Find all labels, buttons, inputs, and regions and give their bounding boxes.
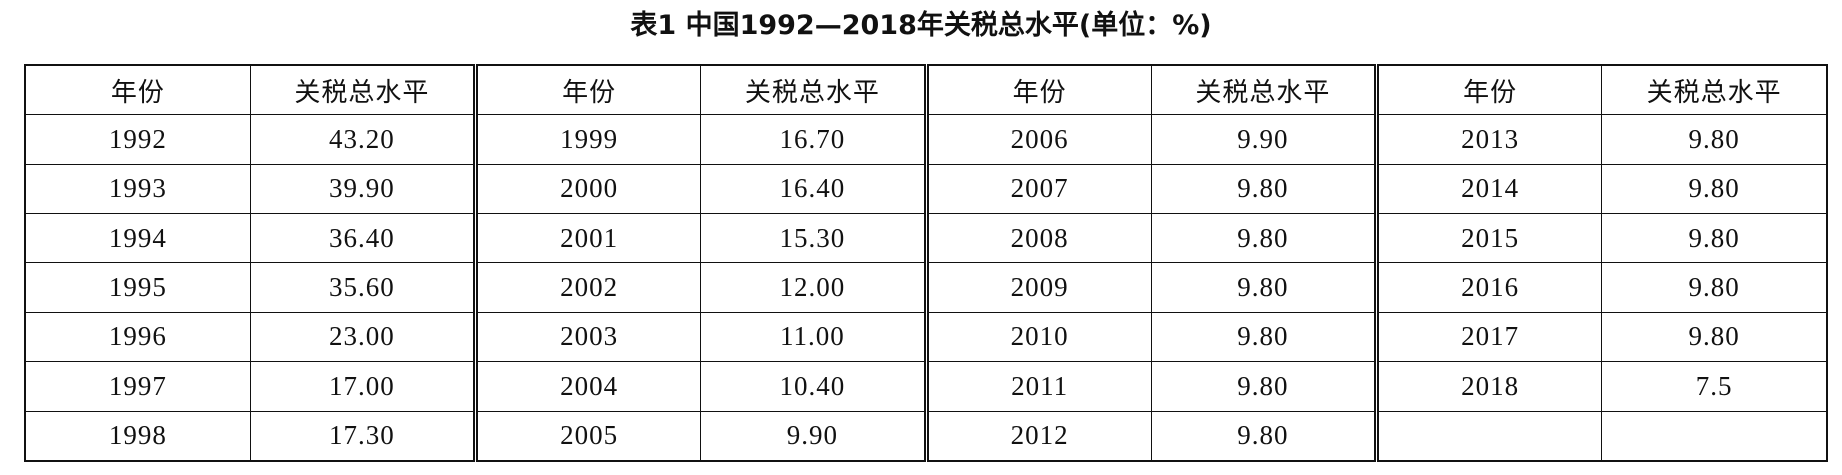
year-cell: 2009 [923,262,1152,313]
table-row: 1998 17.30 2005 9.90 2012 9.80 [24,410,1828,462]
header-cell: 年份 [1373,64,1603,116]
rate-cell: 11.00 [700,311,927,363]
rate-cell: 36.40 [249,213,477,264]
year-cell: 1994 [24,213,251,264]
header-cell: 关税总水平 [1601,64,1828,116]
table-row: 1992 43.20 1999 16.70 2006 9.90 2013 9.80 [24,114,1828,165]
year-cell: 1995 [24,262,251,313]
rate-cell: 9.80 [1601,163,1828,215]
rate-cell: 9.80 [1601,262,1828,313]
rate-cell: 16.40 [700,163,927,215]
rate-cell: 43.20 [249,114,477,165]
rate-cell: 9.80 [1150,410,1378,462]
rate-cell: 9.80 [1601,311,1828,363]
table-row: 1994 36.40 2001 15.30 2008 9.80 2015 9.80 [24,213,1828,264]
rate-cell: 9.80 [1150,311,1378,363]
rate-cell: 17.30 [249,410,477,462]
year-cell: 2008 [923,213,1152,264]
year-cell: 2016 [1373,262,1603,313]
header-cell: 关税总水平 [700,64,927,116]
year-cell: 2011 [923,361,1152,412]
year-cell: 2006 [923,114,1152,165]
rate-cell: 9.80 [1150,163,1378,215]
table-row: 1997 17.00 2004 10.40 2011 9.80 2018 7.5 [24,361,1828,412]
header-cell: 关税总水平 [249,64,477,116]
table-row: 年份 关税总水平 年份 关税总水平 年份 关税总水平 年份 关税总水平 [24,64,1828,116]
rate-cell: 9.80 [1150,262,1378,313]
year-cell: 2001 [472,213,702,264]
rate-cell: 10.40 [700,361,927,412]
rate-cell: 9.80 [1150,361,1378,412]
header-cell: 关税总水平 [1150,64,1378,116]
year-cell: 2005 [472,410,702,462]
rate-cell: 39.90 [249,163,477,215]
year-cell: 2012 [923,410,1152,462]
year-cell: 2014 [1373,163,1603,215]
year-cell: 2004 [472,361,702,412]
rate-cell: 23.00 [249,311,477,363]
year-cell: 2007 [923,163,1152,215]
rate-cell: 9.90 [700,410,927,462]
rate-cell: 15.30 [700,213,927,264]
year-cell: 2010 [923,311,1152,363]
rate-cell: 9.80 [1150,213,1378,264]
table-title: 表1 中国1992—2018年关税总水平(单位：%) [630,10,1212,41]
rate-cell: 35.60 [249,262,477,313]
year-cell: 2017 [1373,311,1603,363]
table-row: 1996 23.00 2003 11.00 2010 9.80 2017 9.80 [24,311,1828,363]
rate-cell: 7.5 [1601,361,1828,412]
empty-cell [1601,410,1828,462]
year-cell: 2015 [1373,213,1603,264]
rate-cell: 12.00 [700,262,927,313]
year-cell: 2013 [1373,114,1603,165]
rate-cell: 9.80 [1601,213,1828,264]
rate-cell: 9.80 [1601,114,1828,165]
header-cell: 年份 [24,64,251,116]
year-cell: 2002 [472,262,702,313]
year-cell: 1993 [24,163,251,215]
header-cell: 年份 [923,64,1152,116]
year-cell: 2000 [472,163,702,215]
empty-cell [1373,410,1603,462]
year-cell: 2018 [1373,361,1603,412]
year-cell: 1999 [472,114,702,165]
table-row: 1995 35.60 2002 12.00 2009 9.80 2016 9.80 [24,262,1828,313]
rate-cell: 9.90 [1150,114,1378,165]
tariff-table: 年份 关税总水平 年份 关税总水平 年份 关税总水平 年份 关税总水平 1992 43.20 199… [24,64,1828,462]
header-cell: 年份 [472,64,702,116]
year-cell: 1996 [24,311,251,363]
rate-cell: 17.00 [249,361,477,412]
year-cell: 1992 [24,114,251,165]
table-row: 1993 39.90 2000 16.40 2007 9.80 2014 9.80 [24,163,1828,215]
rate-cell: 16.70 [700,114,927,165]
year-cell: 1998 [24,410,251,462]
year-cell: 1997 [24,361,251,412]
year-cell: 2003 [472,311,702,363]
